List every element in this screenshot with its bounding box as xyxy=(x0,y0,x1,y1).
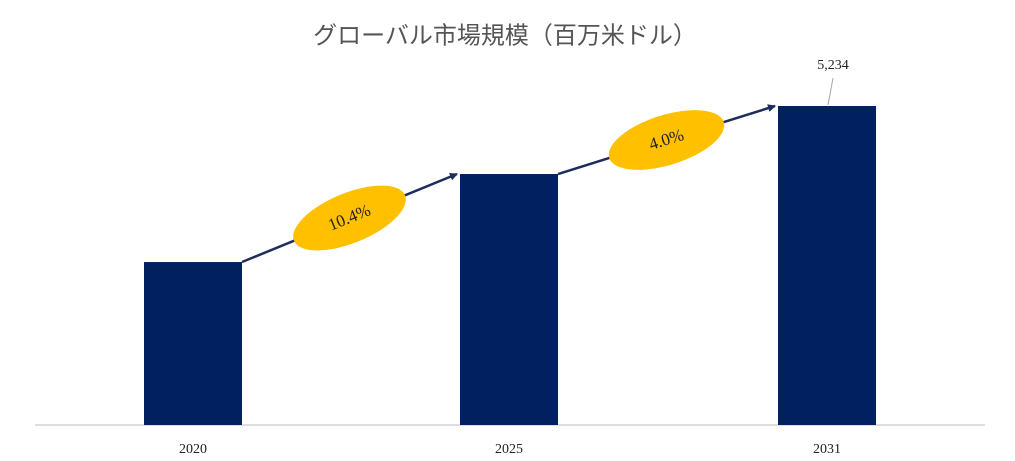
leader-line xyxy=(827,77,834,106)
data-label: 5,234 xyxy=(817,58,849,73)
cagr-ellipse xyxy=(608,110,725,170)
x-tick-label: 2025 xyxy=(495,442,523,457)
x-tick-label: 2031 xyxy=(813,442,841,457)
cagr-ellipse xyxy=(293,185,406,251)
x-tick-label: 2020 xyxy=(179,442,207,457)
bar xyxy=(460,174,558,425)
bar xyxy=(144,262,242,425)
cagr-badge: 4.0% xyxy=(608,110,725,170)
chart-title: グローバル市場規模（百万米ドル） xyxy=(313,23,697,50)
cagr-badge: 10.4% xyxy=(293,185,406,251)
bar xyxy=(778,106,876,425)
